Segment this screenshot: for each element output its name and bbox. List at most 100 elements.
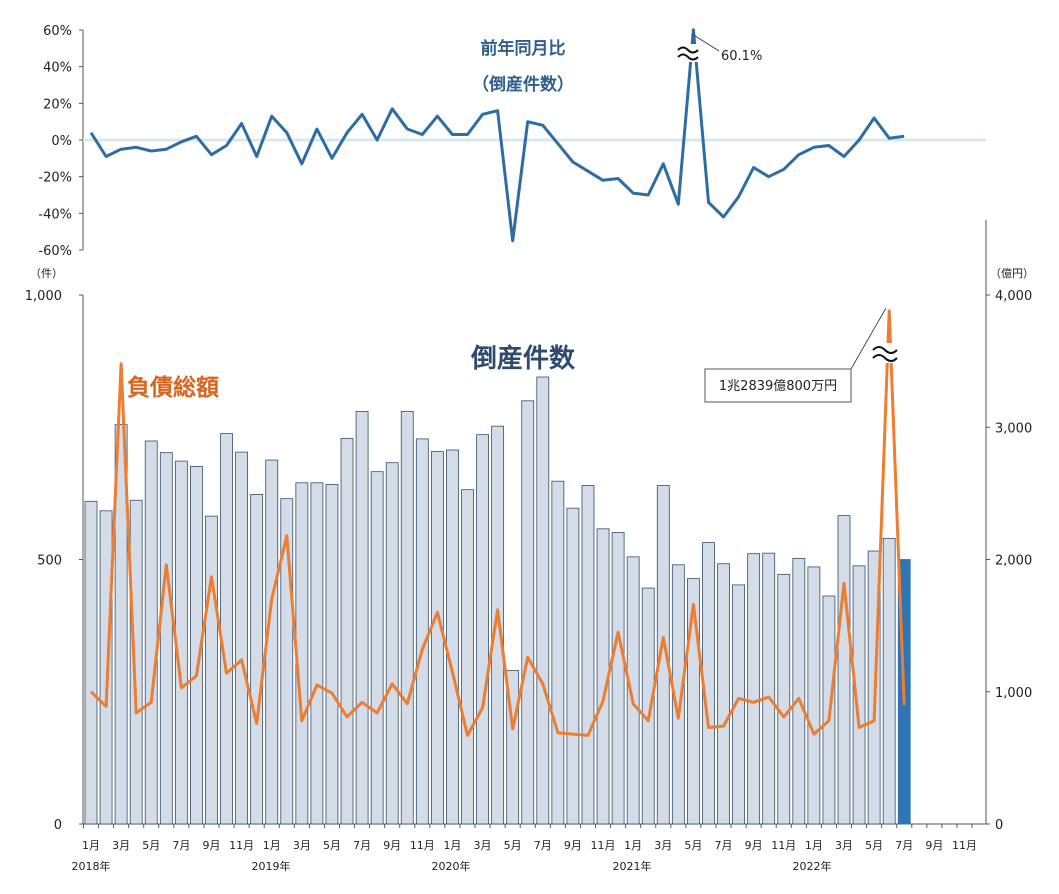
count-bar	[114, 424, 128, 825]
year-label: 2018年	[72, 859, 111, 873]
count-bar	[355, 410, 369, 825]
count-bar	[340, 437, 354, 825]
count-bar	[521, 400, 535, 825]
count-bar	[641, 587, 655, 825]
count-bar	[732, 584, 745, 825]
month-label: 5月	[323, 839, 341, 852]
bankruptcy-count-title: 倒産件数	[470, 343, 576, 374]
count-tick-label: 1,000	[25, 289, 62, 304]
debt-tick-label: 0	[995, 818, 1003, 833]
debt-tick-label: 1,000	[995, 686, 1032, 701]
month-label: 1月	[82, 839, 100, 852]
right-unit-label: （億円）	[990, 267, 1034, 280]
count-bar	[310, 482, 324, 825]
bars-group	[84, 376, 911, 825]
count-bar	[852, 565, 866, 825]
year-label: 2019年	[252, 859, 291, 873]
yoy-tick-label: 60%	[43, 24, 72, 39]
count-bar	[99, 510, 113, 825]
month-label: 9月	[564, 839, 582, 852]
count-bar	[476, 434, 489, 825]
count-bar	[461, 489, 474, 825]
month-label: 3月	[474, 839, 492, 852]
yoy-tick-label: 40%	[43, 61, 72, 76]
count-bar	[807, 566, 821, 825]
count-bar	[415, 438, 429, 825]
count-tick-label: 0	[54, 818, 62, 833]
month-label: 3月	[112, 839, 130, 852]
count-bar	[325, 483, 339, 825]
month-label: 11月	[771, 839, 796, 852]
count-bar	[446, 449, 459, 825]
count-bar	[536, 376, 550, 825]
month-label: 9月	[745, 839, 763, 852]
yoy-title-line2: （倒産件数）	[472, 74, 574, 95]
month-label: 3月	[835, 839, 853, 852]
count-bar	[837, 515, 851, 825]
count-bar	[144, 440, 158, 825]
count-bar	[717, 563, 730, 825]
debt-peak-callout-box	[704, 368, 852, 403]
count-bar	[626, 556, 640, 825]
count-bar	[611, 532, 625, 825]
debt-peak-leader	[846, 307, 887, 377]
count-bar	[129, 499, 143, 825]
yoy-peak-leader	[691, 33, 720, 52]
debt-break-mark	[871, 343, 899, 363]
count-bar	[671, 564, 685, 825]
yoy-tick-label: 0%	[51, 134, 72, 149]
month-label: 7月	[895, 839, 913, 852]
debt-tick-label: 2,000	[995, 554, 1032, 569]
yoy-tick-label: -20%	[38, 171, 72, 186]
month-label: 7月	[715, 839, 733, 852]
month-label: 9月	[202, 839, 220, 852]
year-label: 2021年	[613, 859, 652, 873]
count-bar	[250, 494, 264, 825]
month-label: 5月	[142, 839, 160, 852]
count-bar	[551, 480, 565, 825]
debt-line	[89, 309, 906, 737]
month-label: 11月	[410, 839, 435, 852]
yoy-title-line1: 前年同月比	[481, 38, 566, 59]
count-bar	[385, 462, 399, 825]
yoy-tick-label: -60%	[38, 244, 72, 259]
count-tick-label: 500	[37, 554, 62, 569]
month-label: 9月	[383, 839, 401, 852]
count-bar	[205, 515, 218, 825]
year-label: 2020年	[432, 859, 471, 873]
month-label: 9月	[925, 839, 943, 852]
month-label: 5月	[684, 839, 702, 852]
month-label: 11月	[229, 839, 254, 852]
debt-total-title: 負債総額	[127, 374, 219, 401]
count-bar	[792, 558, 806, 825]
count-bar	[430, 451, 444, 825]
count-bar	[84, 500, 98, 825]
count-bar	[235, 451, 249, 825]
year-label: 2022年	[793, 859, 832, 873]
yoy-peak-label: 60.1%	[721, 49, 762, 64]
month-label: 3月	[654, 839, 672, 852]
count-bar	[220, 433, 233, 825]
count-bar	[566, 507, 580, 825]
month-label: 5月	[865, 839, 883, 852]
count-bar	[656, 485, 670, 825]
count-bar	[777, 573, 791, 825]
count-bar	[747, 553, 761, 825]
count-bar	[581, 485, 595, 825]
count-bar	[370, 471, 384, 825]
left-unit-label: （件）	[30, 267, 63, 280]
month-label: 7月	[534, 839, 552, 852]
yoy-line	[89, 28, 905, 243]
month-label: 1月	[443, 839, 461, 852]
month-label: 7月	[172, 839, 190, 852]
month-label: 11月	[952, 839, 977, 852]
yoy-break-mark	[676, 44, 700, 62]
count-bar	[882, 537, 896, 825]
debt-tick-label: 4,000	[995, 289, 1032, 304]
count-bar	[762, 552, 776, 825]
month-label: 1月	[624, 839, 642, 852]
debt-peak-label: 1兆2839億800万円	[719, 378, 837, 394]
month-label: 3月	[293, 839, 311, 852]
